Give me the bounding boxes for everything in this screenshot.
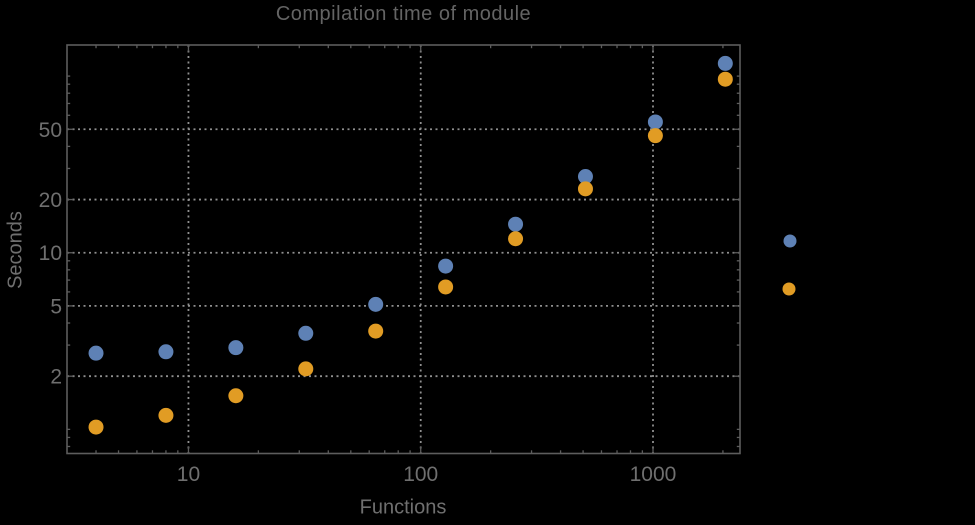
data-point-series-1 <box>298 325 314 341</box>
data-point-series-2 <box>717 71 733 87</box>
data-point-series-1 <box>228 340 244 356</box>
y-tick-label: 50 <box>39 119 62 142</box>
y-tick-label: 2 <box>50 366 62 389</box>
data-point-series-1 <box>717 55 733 71</box>
data-point-series-2 <box>577 181 593 197</box>
x-tick-label: 100 <box>403 463 438 486</box>
data-point-series-1 <box>577 169 593 185</box>
data-point-series-1 <box>88 345 104 361</box>
legend-marker-series-1 <box>783 234 797 248</box>
data-point-series-2 <box>88 419 104 435</box>
data-point-series-1 <box>368 296 384 312</box>
legend-marker-series-2 <box>782 282 796 296</box>
data-point-series-2 <box>158 407 174 423</box>
x-tick-label: 1000 <box>630 463 677 486</box>
plot-frame <box>66 44 741 455</box>
y-tick-label: 5 <box>50 295 62 318</box>
x-tick-label: 10 <box>177 463 200 486</box>
data-point-series-2 <box>368 323 384 339</box>
data-point-series-2 <box>438 279 454 295</box>
data-point-series-1 <box>158 344 174 360</box>
data-point-series-2 <box>228 388 244 404</box>
data-point-series-2 <box>647 128 663 144</box>
data-point-series-2 <box>298 361 314 377</box>
data-point-series-1 <box>647 114 663 130</box>
y-axis-label: Seconds <box>4 211 27 289</box>
data-point-series-1 <box>438 258 454 274</box>
y-tick-label: 20 <box>39 189 62 212</box>
chart-title: Compilation time of module <box>275 3 532 25</box>
data-point-series-2 <box>508 231 524 247</box>
data-point-series-1 <box>508 216 524 232</box>
y-tick-label: 10 <box>39 242 62 265</box>
x-axis-label: Functions <box>359 496 447 519</box>
